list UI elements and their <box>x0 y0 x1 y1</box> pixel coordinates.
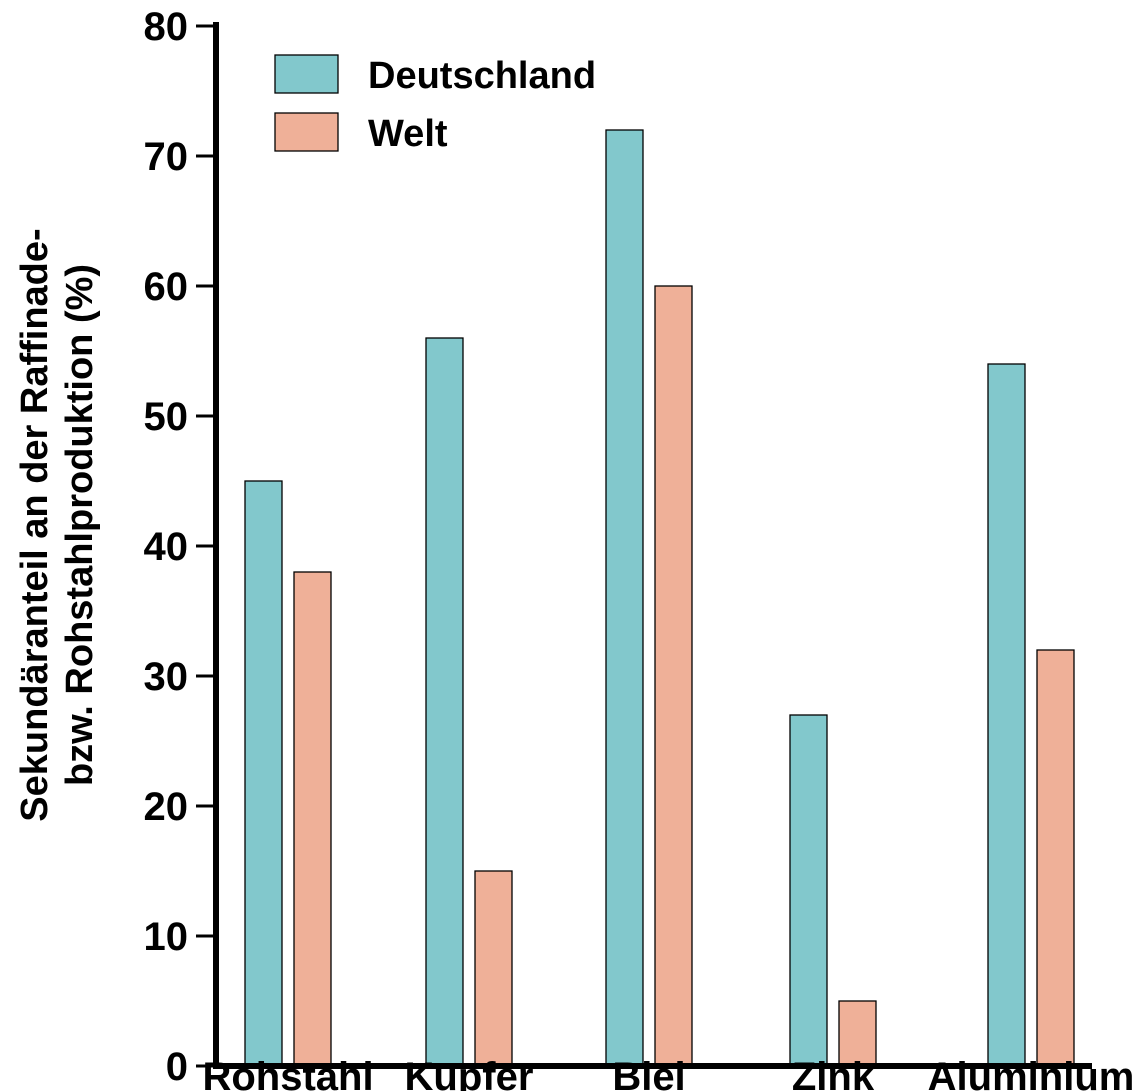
bar-welt-aluminium <box>1036 649 1075 1067</box>
bar-welt-blei <box>654 285 693 1067</box>
y-tick-label: 80 <box>144 5 189 49</box>
y-axis-label-line-1: Sekundäranteil an der Raffinade- <box>14 228 56 821</box>
y-tick-label: 50 <box>144 395 189 439</box>
legend: Deutschland Welt <box>274 54 596 155</box>
legend-label-welt: Welt <box>368 113 448 155</box>
y-ticks: 0 10 20 30 40 50 60 70 80 <box>144 5 216 1089</box>
y-axis-label-line-2: bzw. Rohstahlproduktion (%) <box>59 264 101 786</box>
bar-welt-kupfer <box>474 870 513 1067</box>
y-tick-label: 70 <box>144 135 189 179</box>
x-category-label: Kupfer <box>405 1055 534 1091</box>
y-axis-label: Sekundäranteil an der Raffinade- bzw. Ro… <box>14 228 101 821</box>
x-category-labels: Rohstahl Kupfer Blei Zink Aluminium <box>202 1055 1134 1091</box>
y-tick-label: 10 <box>144 915 189 959</box>
bar-welt-zink <box>838 1000 877 1067</box>
x-category-label: Zink <box>792 1055 875 1091</box>
bar-deutschland-rohstahl <box>244 480 283 1067</box>
legend-swatch-welt <box>274 112 339 152</box>
x-category-label: Blei <box>612 1055 685 1091</box>
axes <box>213 22 1092 1069</box>
legend-label-deutschland: Deutschland <box>368 55 596 97</box>
bar-welt-rohstahl <box>293 571 332 1067</box>
y-tick-label: 20 <box>144 785 189 829</box>
bar-deutschland-aluminium <box>987 363 1026 1067</box>
y-tick-label: 60 <box>144 265 189 309</box>
x-category-label: Aluminium <box>928 1055 1135 1091</box>
y-tick-label: 0 <box>166 1045 188 1089</box>
bars <box>244 129 1075 1067</box>
bar-deutschland-blei <box>605 129 644 1067</box>
x-category-label: Rohstahl <box>202 1055 373 1091</box>
bar-deutschland-zink <box>789 714 828 1067</box>
y-tick-label: 30 <box>144 655 189 699</box>
y-tick-label: 40 <box>144 525 189 569</box>
bar-deutschland-kupfer <box>425 337 464 1067</box>
legend-swatch-deutschland <box>274 54 339 94</box>
